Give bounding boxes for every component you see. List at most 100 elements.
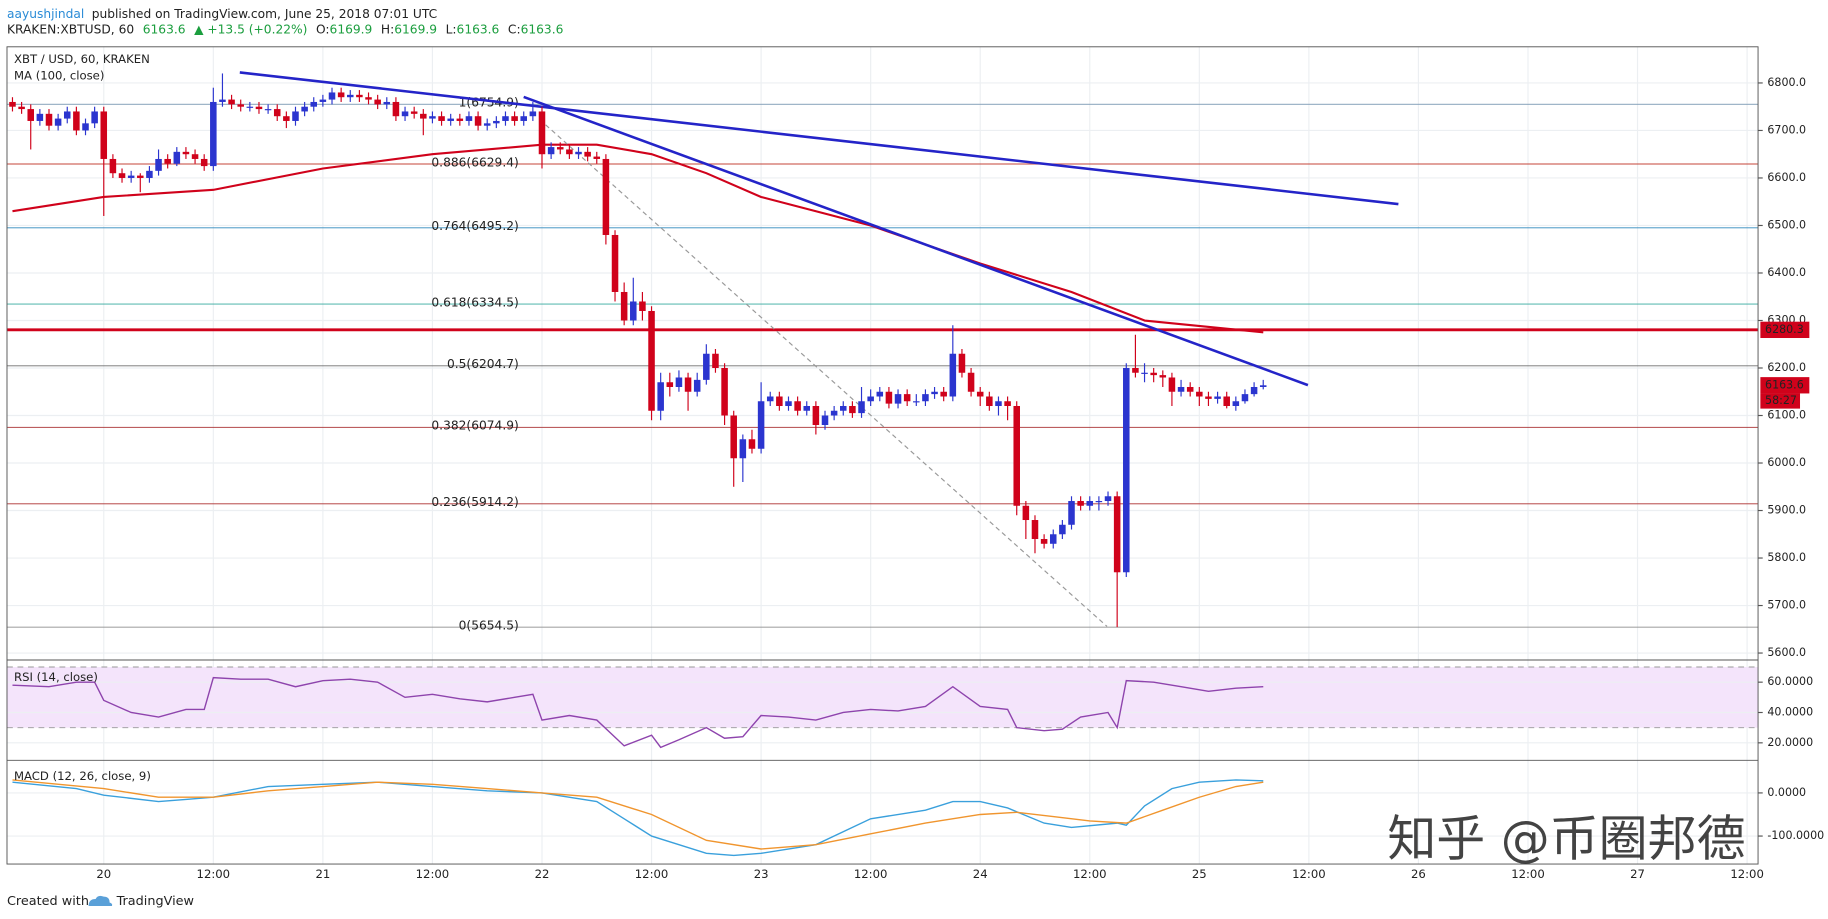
ohlc-value: 6169.9 (394, 22, 437, 36)
candle-body (210, 101, 217, 167)
main-title: XBT / USD, 60, KRAKEN (14, 52, 150, 66)
candle-body (319, 99, 327, 102)
trend-line (523, 95, 1309, 387)
candle-body (447, 118, 454, 121)
candle-body (1040, 539, 1048, 544)
candle-body (401, 111, 409, 117)
candle-body (1223, 396, 1230, 407)
candle-body (858, 401, 865, 414)
candle-body (82, 123, 89, 131)
candle-body (776, 396, 783, 407)
candle-body (109, 158, 117, 174)
candle-body (730, 415, 737, 459)
candle-body (995, 401, 1002, 407)
candle-body (556, 147, 564, 150)
author-link[interactable]: aayushjindal (7, 7, 84, 21)
candle-body (1104, 496, 1112, 502)
candle-body (301, 106, 308, 112)
candle-body (1250, 386, 1258, 395)
candle-body (639, 301, 646, 311)
x-tick-label: 12:00 (635, 867, 669, 881)
y-tick-label: 60.0000 (1767, 675, 1813, 688)
candle-body (146, 170, 153, 178)
candle-body (1059, 524, 1066, 535)
x-tick-label: 12:00 (197, 867, 231, 881)
candle-body (830, 410, 838, 416)
candle-body (246, 106, 254, 108)
candle-body (1186, 386, 1194, 392)
candle-body (666, 382, 674, 387)
candle-body (255, 106, 263, 110)
y-tick-label: 20.0000 (1767, 736, 1813, 749)
candle-body (164, 158, 171, 164)
candle-body (940, 391, 947, 397)
candle-body (392, 101, 400, 117)
footer-brand[interactable]: TradingView (116, 894, 194, 909)
indicator-line (12, 779, 1264, 850)
candle-body (620, 291, 628, 321)
last-price: 6163.6 (143, 22, 186, 36)
candle-body (191, 154, 199, 159)
tradingview-logo (88, 895, 113, 907)
y-tick-label: 40.0000 (1767, 706, 1813, 719)
countdown-tag (1760, 393, 1801, 409)
x-tick-label: 12:00 (1292, 867, 1326, 881)
fib-label: 0.5(6204.7) (447, 357, 519, 371)
candle-body (976, 391, 984, 397)
candle-body (575, 151, 582, 155)
x-tick-label: 12:00 (1730, 867, 1764, 881)
candle-body (63, 111, 71, 119)
candle-body (840, 406, 847, 411)
candle-body (18, 106, 25, 110)
x-tick-label: 12:00 (1511, 867, 1545, 881)
ohlc-value: 6163.6 (521, 22, 564, 36)
candle-body (365, 97, 372, 100)
candle-body (374, 99, 381, 105)
x-tick-label: 23 (754, 867, 769, 881)
candle-body (757, 401, 765, 449)
candle-body (465, 116, 473, 121)
plot-area: 20 12:00 21 12:00 22 12:00 23 12:00 24 12:00 25 12:… (6, 46, 1824, 881)
candle-body (1141, 372, 1148, 374)
candle-body (200, 158, 208, 167)
x-tick-label: 25 (1192, 867, 1207, 881)
candle-body (292, 111, 299, 121)
x-tick-label: 12:00 (416, 867, 450, 881)
ohlc-key: O: (316, 22, 330, 36)
watermark: 知乎 @币圈邦德 (1387, 810, 1745, 867)
candle-body (182, 151, 190, 155)
candle-body (876, 391, 884, 397)
candle-body (1004, 401, 1011, 407)
candle-body (1049, 534, 1057, 544)
ohlc-key: H: (381, 22, 394, 36)
candle-body (1205, 396, 1212, 399)
y-tick-label: -100.0000 (1767, 829, 1824, 842)
chart-frame (6, 46, 1759, 865)
x-tick-label: 26 (1411, 867, 1426, 881)
y-tick-label: 5600.0 (1767, 646, 1806, 659)
candle-body (693, 379, 701, 392)
candle-body (520, 116, 527, 121)
candle-body (1168, 377, 1176, 392)
y-tick-label: 6500.0 (1767, 218, 1806, 231)
candle-body (712, 353, 719, 368)
price-tag (1760, 321, 1810, 339)
candle-body (173, 151, 181, 164)
candle-body (27, 109, 34, 121)
fib-label: 0.764(6495.2) (431, 219, 518, 233)
candle-body (474, 116, 482, 126)
candle-body (611, 234, 619, 292)
candle-body (273, 109, 281, 117)
last-price-tag (1760, 377, 1810, 394)
candle-body (347, 94, 354, 98)
ma-legend: MA (100, close) (14, 68, 104, 82)
x-tick-label: 12:00 (854, 867, 888, 881)
candle-body (1031, 520, 1039, 540)
candle-body (1196, 391, 1203, 397)
trend-line (239, 71, 1399, 206)
candle-body (748, 439, 756, 449)
candle-body (794, 401, 801, 411)
candle-body (1086, 501, 1094, 506)
candle-body (766, 396, 774, 402)
